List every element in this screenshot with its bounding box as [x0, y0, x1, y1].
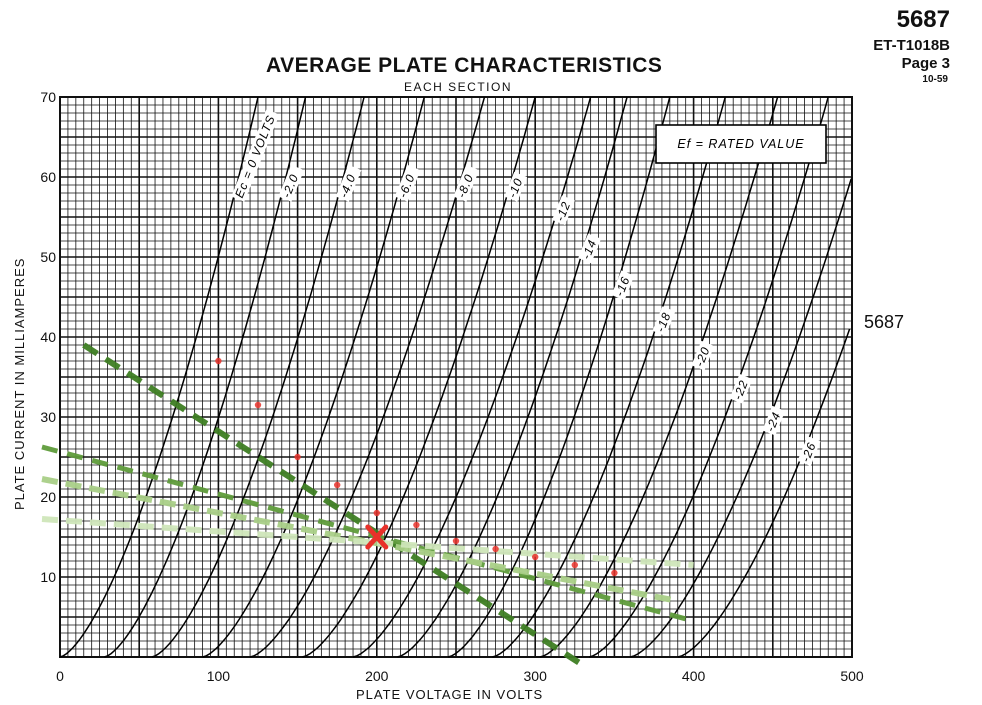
x-axis-label: PLATE VOLTAGE IN VOLTS	[356, 687, 544, 702]
red-data-point	[334, 481, 341, 489]
bias-curve	[588, 96, 829, 658]
y-tick-label: 20	[40, 489, 56, 505]
x-tick-label: 400	[682, 668, 706, 684]
x-tick-label: 200	[365, 668, 389, 684]
x-tick-label: 500	[840, 668, 864, 684]
y-tick-label: 50	[40, 249, 56, 265]
header-page-number: Page 3	[901, 55, 950, 72]
red-points	[215, 357, 618, 577]
x-tick-label: 0	[56, 668, 64, 684]
y-tick-label: 40	[40, 329, 56, 345]
grid-bias-curves	[59, 96, 852, 658]
curve-label-bg	[762, 405, 786, 436]
bias-curve	[352, 96, 592, 658]
load-line	[41, 444, 695, 624]
red-data-point	[294, 453, 301, 461]
bias-curve	[249, 96, 486, 658]
bias-curve	[104, 96, 307, 658]
bias-curve	[629, 178, 852, 658]
header-model-number: 5687	[896, 6, 950, 33]
curve-label-bg	[394, 164, 421, 202]
red-data-point	[413, 521, 420, 529]
red-data-point	[254, 401, 262, 409]
bias-curve	[447, 96, 671, 658]
bias-curve	[302, 96, 536, 658]
y-tick-label: 60	[40, 169, 56, 185]
y-tick-label: 30	[40, 409, 56, 425]
annotation-box: Ef = RATED VALUE	[655, 124, 827, 164]
curve-label-bg	[278, 164, 305, 202]
red-data-point	[215, 357, 222, 365]
red-data-point	[452, 537, 460, 545]
x-tick-label: 100	[207, 668, 231, 684]
bias-curve	[202, 96, 426, 658]
curve-label-bg	[611, 270, 635, 301]
curve-label-bg	[231, 109, 280, 202]
chart-title: AVERAGE PLATE CHARACTERISTICS	[266, 54, 663, 77]
bias-curve	[492, 96, 727, 658]
y-tick-label: 10	[40, 569, 56, 585]
curve-label-bg	[552, 195, 575, 226]
red-data-point	[611, 569, 618, 577]
curve-label-bg	[797, 436, 821, 466]
bias-curve	[539, 96, 779, 658]
curve-label-bg	[729, 373, 753, 404]
header-date: 10-59	[922, 74, 948, 85]
axis-ticks: 0 100 200 300 400 500 10 20 30 40 50 60 70	[40, 89, 863, 684]
load-line	[82, 342, 585, 668]
curve-label-bg	[453, 164, 480, 202]
red-data-point	[373, 509, 380, 517]
operating-point-marker	[365, 524, 389, 550]
bias-curve	[59, 96, 259, 658]
grid	[59, 96, 853, 658]
operating-point	[365, 524, 389, 550]
red-data-point	[492, 545, 499, 553]
red-data-point	[532, 553, 539, 561]
load-line	[41, 516, 694, 568]
x-tick-label: 300	[524, 668, 548, 684]
curve-label-bg	[504, 171, 528, 202]
chart-subtitle: EACH SECTION	[404, 80, 513, 94]
y-tick-label: 70	[40, 89, 56, 105]
curve-label-bg	[335, 164, 362, 202]
header-document-code: ET-T1018B	[873, 37, 950, 54]
curve-label-bg	[578, 233, 602, 264]
bias-curve	[677, 328, 851, 658]
load-lines	[41, 342, 695, 668]
red-data-point	[571, 561, 578, 569]
curve-label-bg	[691, 340, 715, 371]
annotation-text: Ef = RATED VALUE	[677, 137, 804, 151]
bias-curve	[397, 96, 628, 658]
side-model-label: 5687	[864, 312, 905, 332]
curve-label-bg	[652, 306, 676, 337]
